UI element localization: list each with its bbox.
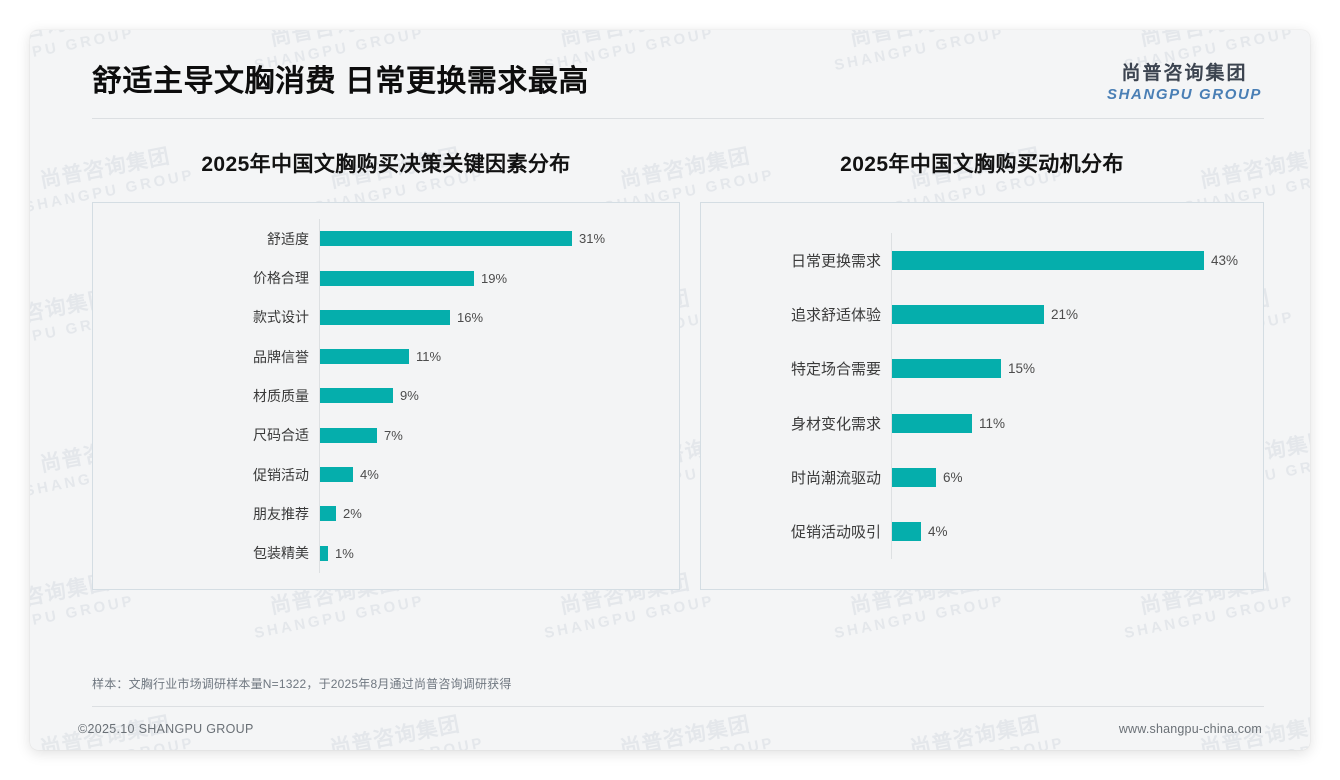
bar-category-label: 舒适度 (267, 230, 309, 247)
bar (320, 231, 572, 247)
bar-track: 16% (319, 297, 669, 337)
bar-track: 6% (891, 450, 1253, 505)
website-url: www.shangpu-china.com (1118, 722, 1262, 736)
bar (892, 359, 1001, 379)
bar-track: 9% (319, 376, 669, 416)
bar-track: 15% (891, 341, 1253, 396)
bar-value-label: 31% (579, 231, 606, 247)
header-divider (92, 118, 1264, 119)
bar (320, 388, 393, 404)
bar-value-label: 1% (335, 545, 354, 561)
bar-value-label: 11% (416, 349, 442, 365)
bar-row: 包装精美 1% (93, 533, 669, 573)
bar (892, 467, 936, 487)
bar-row: 时尚潮流驱动 6% (701, 450, 1253, 505)
page-title: 舒适主导文胸消费 日常更换需求最高 (92, 65, 589, 98)
chart-card-right: 日常更换需求 43% 追求舒适体验 21% 特定场合需要 15% 身材变化需求 11% 时尚潮流… (700, 202, 1264, 590)
bar-category-label: 时尚潮流驱动 (790, 469, 881, 487)
bar-value-label: 9% (400, 388, 419, 404)
bar-value-label: 2% (343, 506, 362, 522)
bar-category-label: 特定场合需要 (790, 361, 881, 379)
bar-track: 11% (891, 396, 1253, 451)
copyright-text: ©2025.10 SHANGPU GROUP (78, 722, 254, 736)
bar-track: 11% (319, 337, 669, 377)
bar-row: 日常更换需求 43% (701, 233, 1253, 288)
bar-row: 价格合理 19% (93, 258, 669, 298)
bar-track: 4% (319, 454, 669, 495)
bar-row: 尺码合适 7% (93, 415, 669, 455)
bar-category-label: 材质质量 (253, 387, 309, 404)
bar-row: 品牌信誉 11% (93, 337, 669, 377)
bar-row: 特定场合需要 15% (701, 341, 1253, 396)
bar-value-label: 4% (360, 467, 379, 483)
bar (320, 467, 353, 483)
bar-category-label: 价格合理 (253, 270, 309, 286)
bar-category-label: 尺码合适 (253, 427, 309, 444)
bar-value-label: 6% (943, 469, 963, 485)
chart-panel-purchase-motivation: 2025年中国文胸购买动机分布 日常更换需求 43% 追求舒适体验 21% 特定场合需要… (700, 148, 1264, 590)
bar-track: 4% (891, 504, 1253, 559)
bar-row: 舒适度 31% (93, 219, 669, 259)
bar (320, 349, 409, 365)
logo-english-text: SHANGPU GROUP (1107, 86, 1262, 103)
bar-value-label: 21% (1051, 307, 1079, 322)
bar-track: 43% (891, 233, 1253, 288)
bar (892, 305, 1044, 324)
slide-footer: ©2025.10 SHANGPU GROUP www.shangpu-china… (30, 706, 1310, 750)
chart-title-left: 2025年中国文胸购买决策关键因素分布 (201, 153, 571, 176)
bar-value-label: 19% (481, 270, 508, 286)
bar-chart-right: 日常更换需求 43% 追求舒适体验 21% 特定场合需要 15% 身材变化需求 11% 时尚潮流… (701, 203, 1263, 589)
bar-track: 2% (319, 494, 669, 534)
bar (320, 309, 450, 325)
bar-category-label: 身材变化需求 (790, 415, 881, 433)
bar-value-label: 16% (457, 309, 484, 325)
bar (320, 545, 328, 561)
slide-header: 舒适主导文胸消费 日常更换需求最高 尚普咨询集团 SHANGPU GROUP (30, 30, 1310, 122)
bar-category-label: 促销活动吸引 (790, 524, 881, 542)
bar-track: 1% (319, 533, 669, 573)
bar (320, 270, 474, 286)
bar-row: 促销活动吸引 4% (701, 504, 1253, 559)
bar-row: 促销活动 4% (93, 454, 669, 495)
bar (320, 506, 336, 522)
brand-logo: 尚普咨询集团 SHANGPU GROUP (1107, 58, 1262, 103)
chart-title-right: 2025年中国文胸购买动机分布 (840, 153, 1124, 176)
bar-category-label: 款式设计 (253, 309, 309, 326)
bar-value-label: 43% (1211, 252, 1239, 268)
bar-row: 款式设计 16% (93, 297, 669, 337)
bar-track: 19% (319, 258, 669, 298)
chart-card-left: 舒适度 31% 价格合理 19% 款式设计 16% 品牌信誉 11% 材质质量 9% 尺码合适 7% 促… (92, 202, 680, 590)
bar (892, 413, 972, 433)
chart-panel-decision-factors: 2025年中国文胸购买决策关键因素分布 舒适度 31% 价格合理 19% 款式设计 16%… (92, 148, 680, 590)
bar-value-label: 11% (979, 415, 1006, 431)
bar (320, 427, 377, 443)
bar-category-label: 包装精美 (253, 545, 309, 562)
bar-row: 材质质量 9% (93, 376, 669, 416)
bar-track: 31% (319, 219, 669, 259)
bar-category-label: 日常更换需求 (790, 252, 881, 270)
logo-chinese-text: 尚普咨询集团 (1121, 63, 1248, 84)
bar-category-label: 朋友推荐 (253, 505, 309, 522)
bar-track: 21% (891, 287, 1253, 342)
bar-value-label: 4% (928, 524, 948, 540)
bar-row: 追求舒适体验 21% (701, 287, 1253, 342)
source-footnote: 样本：文胸行业市场调研样本量N=1322，于2025年8月通过尚普咨询调研获得 (92, 677, 512, 691)
bar-value-label: 15% (1008, 361, 1036, 377)
bar-value-label: 7% (384, 427, 403, 443)
bar-track: 7% (319, 415, 669, 455)
bar-category-label: 品牌信誉 (253, 348, 309, 365)
bar-row: 朋友推荐 2% (93, 494, 669, 534)
bar (892, 250, 1204, 270)
bar-chart-left: 舒适度 31% 价格合理 19% 款式设计 16% 品牌信誉 11% 材质质量 9% 尺码合适 7% 促… (93, 203, 679, 589)
footer-divider (92, 706, 1264, 707)
bar-category-label: 追求舒适体验 (790, 307, 881, 324)
bar-category-label: 促销活动 (253, 466, 309, 483)
bar-row: 身材变化需求 11% (701, 396, 1253, 451)
bar (892, 522, 921, 542)
